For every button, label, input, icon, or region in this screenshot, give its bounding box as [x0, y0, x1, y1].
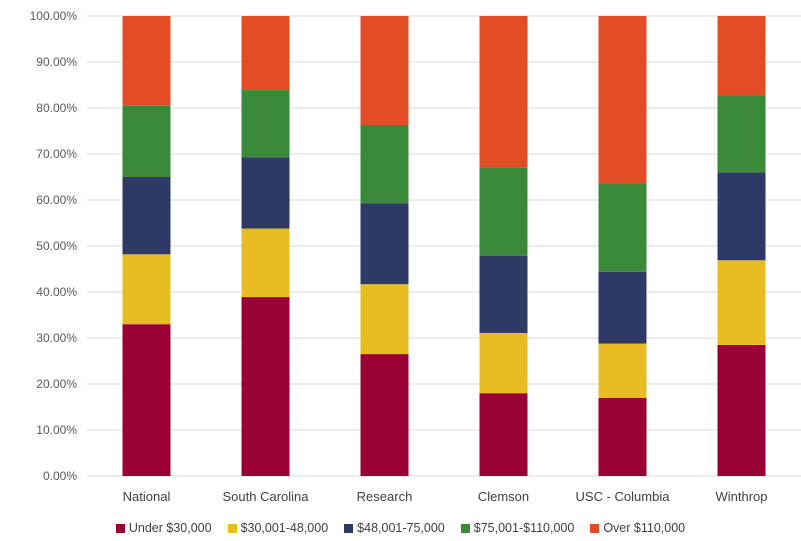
bar-segment — [479, 16, 528, 168]
legend-item: $75,001-$110,000 — [460, 521, 575, 535]
bar-segment — [717, 260, 766, 345]
bar-segment — [360, 125, 409, 204]
legend-swatch — [590, 523, 600, 533]
y-tick-label: 90.00% — [36, 55, 77, 69]
legend-swatch — [227, 523, 237, 533]
legend-label: Under $30,000 — [128, 521, 212, 535]
bar-segment — [241, 297, 290, 476]
bar-segment — [122, 254, 171, 325]
x-category-label: Clemson — [478, 489, 529, 504]
bar-segment — [717, 344, 766, 476]
bar-segment — [122, 105, 171, 177]
y-tick-label: 0.00% — [43, 469, 77, 483]
x-category-label: Winthrop — [715, 489, 767, 504]
bar-segment — [598, 271, 647, 344]
legend-item: $48,001-75,000 — [344, 521, 445, 535]
bar-segment — [479, 255, 528, 333]
bar-segment — [122, 177, 171, 255]
y-tick-label: 30.00% — [36, 331, 77, 345]
bar-segment — [241, 228, 290, 298]
chart-legend: Under $30,000 $30,001-48,000 $48,001-75,00… — [0, 518, 801, 538]
y-tick-label: 60.00% — [36, 193, 77, 207]
bar-segment — [717, 95, 766, 173]
bar-segment — [122, 16, 171, 106]
y-tick-label: 50.00% — [36, 239, 77, 253]
bar-segment — [241, 157, 290, 229]
legend-label: $48,001-75,000 — [357, 521, 445, 535]
stacked-bar-chart: 0.00% 10.00% 20.00% 30.00% 40.00% 50.00% 60.00… — [30, 9, 801, 504]
bar-segment — [598, 16, 647, 184]
x-category-label: USC - Columbia — [576, 489, 671, 504]
legend-swatch — [344, 523, 354, 533]
x-category-label: South Carolina — [223, 489, 310, 504]
legend-swatch — [460, 523, 470, 533]
y-tick-label: 20.00% — [36, 377, 77, 391]
bar-segment — [241, 16, 290, 91]
bars — [122, 16, 766, 476]
bar-segment — [360, 354, 409, 476]
bar-segment — [241, 90, 290, 158]
bar-segment — [360, 284, 409, 355]
y-axis-tick-labels: 0.00% 10.00% 20.00% 30.00% 40.00% 50.00% 60.00… — [30, 9, 78, 483]
legend-label: $75,001-$110,000 — [473, 521, 575, 535]
legend-item: Over $110,000 — [590, 521, 685, 535]
grid-lines — [87, 15, 801, 477]
bar-segment — [717, 16, 766, 96]
legend-label: Over $110,000 — [603, 521, 686, 535]
y-tick-label: 70.00% — [36, 147, 77, 161]
legend-item: $30,001-48,000 — [227, 521, 329, 535]
y-tick-label: 100.00% — [30, 9, 78, 23]
bar-segment — [479, 393, 528, 476]
bar-segment — [717, 172, 766, 261]
y-tick-label: 10.00% — [36, 423, 77, 437]
legend-label: $30,001-48,000 — [240, 521, 329, 535]
x-category-label: Research — [357, 489, 413, 504]
bar-segment — [598, 343, 647, 398]
x-category-label: National — [123, 489, 171, 504]
y-tick-label: 40.00% — [36, 285, 77, 299]
bar-segment — [479, 332, 528, 394]
legend-item: Under $30,000 — [115, 521, 212, 535]
x-axis-category-labels: National South Carolina Research Clemson USC… — [123, 489, 768, 504]
bar-segment — [598, 183, 647, 272]
bar-segment — [479, 167, 528, 256]
bar-segment — [598, 397, 647, 476]
bar-segment — [122, 324, 171, 476]
y-tick-label: 80.00% — [36, 101, 77, 115]
bar-segment — [360, 203, 409, 285]
legend-swatch — [115, 523, 125, 533]
bar-segment — [360, 16, 409, 126]
